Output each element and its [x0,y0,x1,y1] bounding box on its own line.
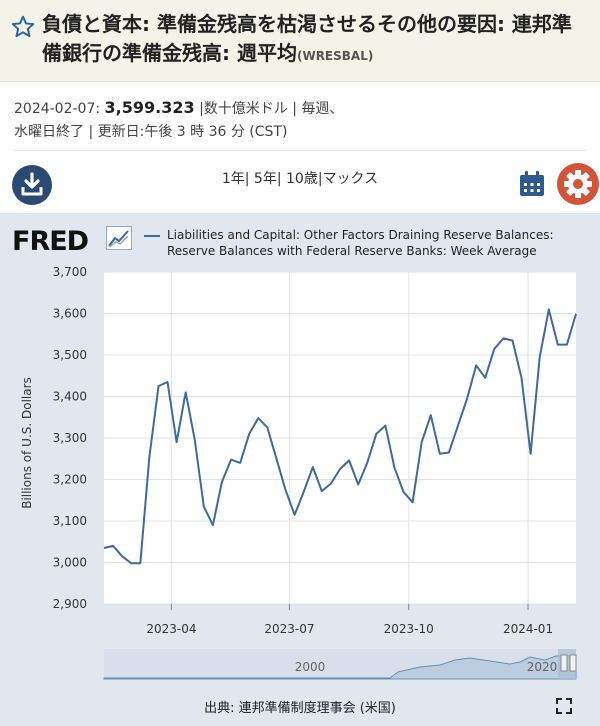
series-code: (WRESBAL) [296,49,374,63]
star-icon[interactable] [10,14,36,40]
fred-chart-icon [106,226,132,250]
gear-icon [564,170,592,198]
update-info: 水曜日終了 | 更新日:午後 3 時 36 分 (CST) [14,124,288,140]
navigator-label-2020: 2020 [527,660,558,674]
page-title: 負債と資本: 準備金残高を枯渇させるその他の要因: 連邦準備銀行の準備金残高: … [42,10,590,71]
range-max[interactable]: マックス [322,171,379,187]
y-tick-label: 3,200 [53,473,87,487]
x-tick-label: 2023-10 [384,622,434,636]
y-tick-label: 3,700 [53,265,87,279]
y-axis-title: Billions of U.S. Dollars [20,377,34,509]
y-tick-label: 2,900 [53,597,87,611]
range-selector: 1年| 5年| 10歳|マックス [221,171,379,187]
calendar-icon[interactable] [518,170,546,198]
divider [14,150,586,151]
navigator-handle-left[interactable] [560,654,568,672]
units-frequency: |数十億米ドル | 毎週、 [199,101,344,117]
legend-swatch [144,235,160,237]
observation-date: 2024-02-07: [14,101,101,117]
series-meta: 2024-02-07: 3,599.323 |数十億米ドル | 毎週、 水曜日終… [14,96,574,144]
y-tick-label: 3,300 [53,431,87,445]
series-line [103,308,577,565]
navigator-handle-right[interactable] [569,654,577,672]
latest-value: 3,599.323 [104,98,195,117]
source-attribution: 出典: 連邦準備制度理事会 (米国) [204,701,396,716]
fullscreen-icon[interactable] [556,698,572,714]
y-tick-label: 3,400 [53,390,87,404]
x-tick-label: 2023-04 [146,622,196,636]
settings-button[interactable] [557,163,599,205]
navigator-label-2000: 2000 [295,660,326,674]
title-bar: 負債と資本: 準備金残高を枯渇させるその他の要因: 連邦準備銀行の準備金残高: … [0,0,600,82]
range-10y[interactable]: 10歳 [286,171,318,187]
navigator[interactable]: 2000 2020 [103,649,577,680]
y-tick-label: 3,600 [53,307,87,321]
fred-logo: FRED [12,226,89,257]
y-tick-label: 3,000 [53,556,87,570]
legend-label: Liabilities and Capital: Other Factors D… [167,228,554,258]
x-tick-label: 2023-07 [264,622,314,636]
range-1y[interactable]: 1年 [221,171,245,187]
x-tick-label: 2024-01 [503,622,553,636]
y-tick-label: 3,100 [53,514,87,528]
range-5y[interactable]: 5年 [253,171,277,187]
download-button[interactable] [12,165,52,205]
title-text: 負債と資本: 準備金残高を枯渇させるその他の要因: 連邦準備銀行の準備金残高: … [42,12,572,65]
download-icon [21,172,43,196]
y-tick-label: 3,500 [53,348,87,362]
